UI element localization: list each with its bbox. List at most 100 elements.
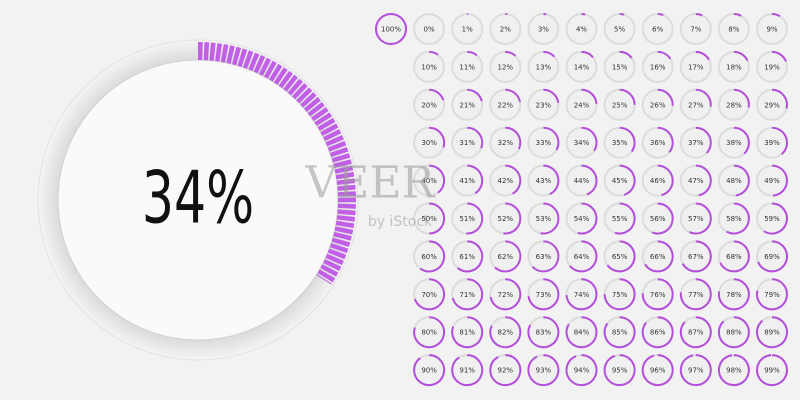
gauge-label: 76% xyxy=(650,291,666,299)
gauge-arc xyxy=(619,13,625,16)
gauge-label: 61% xyxy=(459,253,475,261)
gauge-arc xyxy=(641,316,674,349)
gauge-arc xyxy=(467,50,478,57)
gauge-arc xyxy=(505,88,522,103)
big-progress-arc xyxy=(197,42,356,285)
gauge-arc xyxy=(695,13,703,17)
gauge-label: 63% xyxy=(536,253,552,261)
gauge-label: 28% xyxy=(726,101,742,109)
gauge-arc xyxy=(451,278,484,311)
gauge-arc xyxy=(565,316,598,349)
gauge-arc xyxy=(577,202,598,235)
gauge-arc xyxy=(466,202,484,235)
gauge-label: 64% xyxy=(574,253,590,261)
gauge-arc xyxy=(619,50,633,59)
gauge-label: 59% xyxy=(764,215,780,223)
gauge-label: 55% xyxy=(612,215,628,223)
gauge-label: 1% xyxy=(462,26,473,34)
gauge-label: 98% xyxy=(726,367,742,375)
gauge-arc xyxy=(581,50,594,59)
gauge-label: 89% xyxy=(764,329,780,337)
gauge-label: 8% xyxy=(728,26,739,34)
gauge-arc xyxy=(757,240,788,273)
gauge-arc xyxy=(619,126,636,153)
gauge-label: 100% xyxy=(381,26,401,34)
gauge-label: 12% xyxy=(498,63,514,71)
gauge-label: 88% xyxy=(726,329,742,337)
watermark: VEER by iStock xyxy=(304,158,436,231)
gauge-label: 29% xyxy=(764,101,780,109)
gauge-arc xyxy=(719,240,750,273)
gauge-arc xyxy=(429,126,446,148)
gauge-arc xyxy=(543,88,560,104)
gauge-arc xyxy=(695,164,712,197)
gauge-label: 95% xyxy=(612,367,628,375)
gauge-label: 23% xyxy=(536,101,552,109)
gauge-label: 13% xyxy=(536,63,552,71)
gauge-label: 86% xyxy=(650,329,666,337)
gauge-label: 85% xyxy=(612,329,628,337)
gauge-arc xyxy=(606,240,636,273)
gauge-label: 15% xyxy=(612,63,628,71)
gauge-label: 16% xyxy=(650,63,666,71)
gauge-label: 78% xyxy=(726,291,742,299)
gauge-arc xyxy=(756,354,788,387)
gauge-label: 49% xyxy=(764,177,780,185)
gauge-arc xyxy=(505,126,522,150)
gauge-label: 58% xyxy=(726,215,742,223)
gauge-arc xyxy=(505,164,522,195)
gauge-label: 60% xyxy=(421,253,437,261)
gauge-arc xyxy=(756,278,788,311)
gauge-label: 11% xyxy=(459,63,475,71)
gauge-arc xyxy=(695,126,712,154)
gauge-label: 32% xyxy=(498,139,514,147)
gauge-label: 38% xyxy=(726,139,742,147)
gauge-label: 22% xyxy=(498,101,514,109)
gauge-label: 30% xyxy=(421,139,437,147)
gauge-label: 36% xyxy=(650,139,666,147)
gauge-arc xyxy=(657,50,672,60)
gauge-arc xyxy=(413,354,446,387)
gauge-label: 3% xyxy=(538,26,549,34)
gauge-arc xyxy=(657,88,674,106)
gauge-arc xyxy=(726,202,750,235)
gauge-label: 35% xyxy=(612,139,628,147)
gauge-arc xyxy=(619,88,636,105)
gauge-label: 27% xyxy=(688,101,704,109)
gauge-label: 66% xyxy=(650,253,666,261)
gauge-label: 79% xyxy=(764,291,780,299)
gauge-arc xyxy=(429,50,439,56)
gauge-label: 80% xyxy=(421,329,437,337)
gauge-arc xyxy=(771,13,781,18)
gauge-label: 2% xyxy=(500,26,511,34)
gauge-label: 65% xyxy=(612,253,628,261)
gauge-arc xyxy=(419,240,446,273)
gauge-label: 46% xyxy=(650,177,666,185)
gauge-arc xyxy=(603,278,636,311)
gauge-label: 68% xyxy=(726,253,742,261)
watermark-title: VEER xyxy=(304,158,436,209)
gauge-label: 74% xyxy=(574,291,590,299)
gauge-arc xyxy=(679,316,712,349)
gauge-arc xyxy=(505,50,517,57)
gauge-label: 9% xyxy=(766,26,777,34)
gauge-arc xyxy=(657,164,674,197)
gauge-arc xyxy=(413,278,446,311)
gauge-label: 69% xyxy=(764,253,780,261)
gauge-arc xyxy=(681,240,712,273)
gauge-arc xyxy=(717,354,750,387)
gauge-label: 99% xyxy=(764,367,780,375)
gauge-label: 53% xyxy=(536,215,552,223)
gauge-label: 75% xyxy=(612,291,628,299)
gauge-arc xyxy=(531,240,560,273)
gauge-label: 91% xyxy=(459,367,475,375)
gauge-label: 17% xyxy=(688,63,704,71)
gauge-label: 19% xyxy=(764,63,780,71)
gauge-arc xyxy=(603,316,636,349)
gauge-label: 10% xyxy=(421,63,437,71)
gauge-label: 72% xyxy=(498,291,514,299)
gauge-label: 50% xyxy=(421,215,437,223)
gauge-arc xyxy=(657,126,674,153)
gauge-arc xyxy=(619,164,636,196)
gauge-label: 87% xyxy=(688,329,704,337)
